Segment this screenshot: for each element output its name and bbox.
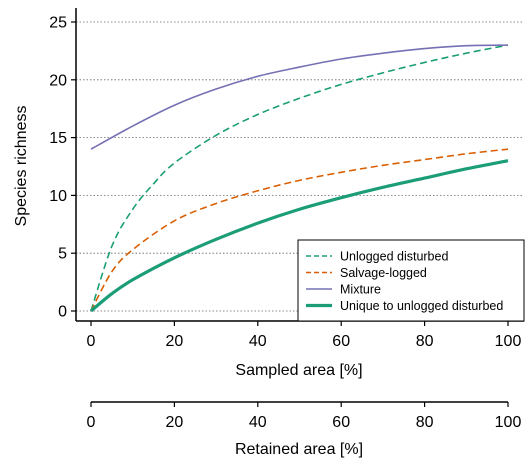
x-tick-label-1: 20 (166, 333, 184, 350)
secondary-x-tick-label-1: 20 (166, 414, 184, 431)
legend-label-0: Unlogged disturbed (340, 250, 448, 264)
secondary-x-tick-label-2: 40 (249, 414, 267, 431)
legend-label-1: Salvage-logged (340, 266, 427, 280)
y-tick-label-4: 20 (49, 72, 67, 89)
legend-label-2: Mixture (340, 283, 381, 297)
y-tick-label-5: 25 (49, 15, 67, 32)
y-tick-label-1: 5 (58, 246, 67, 263)
series-line-1 (90, 148, 509, 312)
x-tick-label-3: 60 (332, 333, 350, 350)
x-tick-label-4: 80 (416, 333, 434, 350)
series-line-0 (90, 44, 509, 312)
x-tick-label-5: 100 (495, 333, 522, 350)
series-lines (89, 44, 509, 313)
legend: Unlogged disturbed Salvage-logged Mixture U… (297, 239, 525, 322)
x-axis-label: Sampled area [%] (235, 362, 362, 379)
secondary-x-tick-label-5: 100 (495, 414, 522, 431)
y-tick-label-3: 15 (49, 130, 67, 147)
x-tick-label-2: 40 (249, 333, 267, 350)
x-tick-label-0: 0 (87, 333, 96, 350)
legend-box (297, 239, 525, 322)
y-tick-label-0: 0 (58, 304, 67, 321)
y-axis-label: Species richness (13, 106, 30, 227)
legend-label-3: Unique to unlogged disturbed (340, 299, 503, 313)
y-tick-label-2: 10 (49, 188, 67, 205)
secondary-x-tick-label-0: 0 (87, 414, 96, 431)
secondary-x-tick-label-4: 80 (416, 414, 434, 431)
secondary-x-axis-label: Retained area [%] (235, 441, 363, 458)
series-line-3 (89, 159, 509, 313)
secondary-x-tick-label-3: 60 (332, 414, 350, 431)
series-line-2 (90, 44, 509, 150)
